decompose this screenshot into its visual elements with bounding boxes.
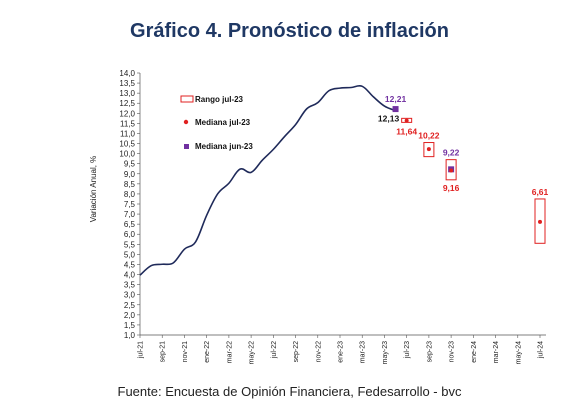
- x-tick-label: ene-22: [204, 341, 211, 363]
- median-jul23-marker-jul-24: [538, 219, 542, 224]
- y-tick-label: 8,0: [124, 190, 136, 199]
- y-tick-label: 3,0: [124, 291, 136, 300]
- y-tick-label: 2,0: [124, 311, 136, 320]
- x-tick-label: jul-23: [404, 341, 411, 359]
- legend-label-median-jul23: Mediana jul-23: [195, 118, 251, 127]
- y-tick-label: 8,5: [124, 180, 136, 189]
- chart-axes: 1,01,52,02,53,03,54,0 4,55,05,56,06,57,07…: [89, 69, 546, 364]
- inflation-forecast-chart: 1,01,52,02,53,03,54,0 4,55,05,56,06,57,07…: [89, 69, 549, 364]
- y-tick-label: 3,5: [124, 281, 136, 290]
- x-tick-label: jul-22: [271, 341, 278, 359]
- range-box-nov-23: [445, 159, 457, 181]
- y-tick-label: 1,5: [124, 321, 136, 330]
- x-tick-label: may-24: [515, 341, 522, 364]
- historical-inflation-line: [139, 84, 396, 276]
- x-tick-label: nov-22: [315, 341, 322, 363]
- x-tick-label: mar-23: [360, 341, 367, 363]
- y-tick-label: 1,0: [124, 331, 136, 340]
- median-jun23-marker-jun-23: [392, 106, 399, 113]
- data-label-median-jul23-nov-23: 9,16: [443, 183, 460, 193]
- y-tick-label: 2,5: [124, 301, 136, 310]
- data-label-last-observed: 12,13: [378, 114, 400, 124]
- data-label-median-jun23-nov-23: 9,22: [443, 148, 460, 158]
- data-label-median-jul23-jul-24: 6,61: [532, 187, 549, 197]
- y-tick-label: 13,0: [119, 89, 135, 98]
- y-axis-label: Variación Anual, %: [89, 156, 98, 223]
- y-tick-label: 13,5: [119, 79, 135, 88]
- series-line-layer: [139, 84, 396, 276]
- y-tick-label: 6,5: [124, 220, 136, 229]
- legend: Rango jul-23 Mediana jul-23 Mediana jun-23: [180, 95, 253, 151]
- y-tick-label: 5,5: [124, 240, 136, 249]
- chart-title: Gráfico 4. Pronóstico de inflación: [130, 20, 449, 42]
- x-tick-label: mar-22: [226, 341, 233, 363]
- legend-label-median-jun23: Mediana jun-23: [195, 142, 253, 151]
- y-tick-label: 10,5: [119, 140, 135, 149]
- y-tick-label: 5,0: [124, 250, 136, 259]
- y-tick-label: 12,5: [119, 99, 135, 108]
- series-marker-layer: 12,21 12,13 11,64 10,229,22 9,16 6,61: [378, 94, 549, 244]
- legend-swatch-median-jun23: [184, 144, 189, 149]
- x-tick-label: may-22: [249, 341, 256, 364]
- x-tick-label: sep-21: [160, 341, 167, 363]
- range-box-jul-24: [534, 198, 546, 244]
- x-tick-label: ene-23: [338, 341, 345, 363]
- x-tick-label: jul-24: [538, 341, 545, 359]
- x-tick-label: may-23: [382, 341, 389, 364]
- data-label-median-jun23-jun-23: 12,21: [385, 94, 407, 104]
- data-label-median-jul23-sep-23: 10,22: [418, 131, 440, 141]
- y-tick-label: 11,0: [120, 129, 136, 138]
- y-tick-label: 7,0: [124, 210, 136, 219]
- legend-label-range: Rango jul-23: [195, 95, 244, 104]
- y-tick-label: 9,0: [124, 170, 136, 179]
- legend-swatch-range: [180, 95, 194, 103]
- y-tick-label: 14,0: [119, 69, 135, 78]
- y-tick-label: 10,0: [119, 150, 135, 159]
- y-tick-label: 7,5: [124, 200, 136, 209]
- source-note: Fuente: Encuesta de Opinión Financiera, …: [117, 384, 462, 399]
- y-tick-label: 4,0: [124, 271, 136, 280]
- data-label-median-jul23-jul-23: 11,64: [396, 127, 417, 137]
- y-tick-label: 12,0: [119, 109, 135, 118]
- y-tick-label: 11,5: [120, 119, 136, 128]
- x-tick-label: sep-23: [426, 341, 433, 363]
- x-tick-label: jul-21: [138, 341, 145, 359]
- range-box-sep-23: [423, 142, 435, 158]
- y-tick-label: 9,5: [124, 160, 136, 169]
- x-tick-label: nov-21: [182, 341, 189, 363]
- y-tick-label: 4,5: [124, 260, 136, 269]
- median-jul23-marker-sep-23: [426, 147, 431, 152]
- x-tick-label: nov-23: [449, 341, 456, 363]
- median-jul23-marker-nov-23: [449, 168, 454, 173]
- x-tick-label: sep-22: [293, 341, 300, 363]
- median-jul23-marker-jul-23: [404, 118, 409, 123]
- x-tick-label: ene-24: [471, 341, 478, 363]
- legend-swatch-median-jul23: [183, 119, 189, 125]
- x-tick-label: mar-24: [493, 341, 500, 363]
- y-tick-label: 6,0: [124, 230, 136, 239]
